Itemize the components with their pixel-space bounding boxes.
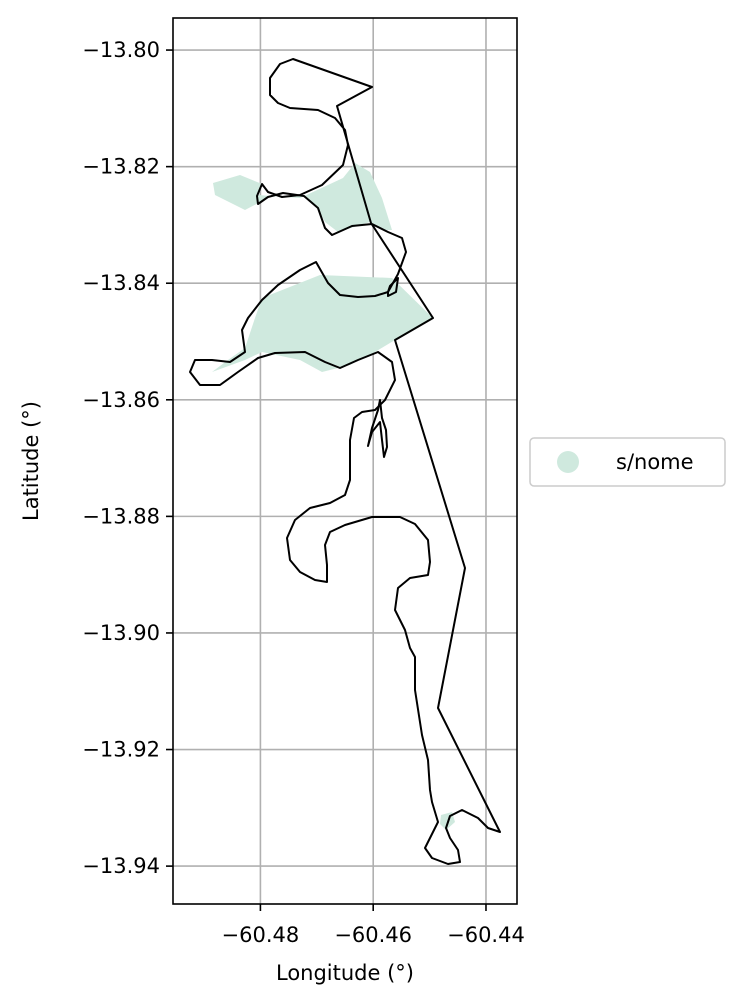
boundary-inner-notch [387,277,399,297]
shaded-area [212,163,455,830]
shaded-area-north [213,163,392,232]
y-tick-label: −13.90 [82,621,160,645]
legend-box [529,437,726,487]
boundary-spur [367,399,388,458]
x-tick-label: −60.44 [447,923,525,947]
x-axis-ticks: −60.48 −60.46 −60.44 [222,904,525,947]
legend-label: s/nome [616,450,694,474]
y-tick-label: −13.94 [82,854,160,878]
x-axis-label: Longitude (°) [276,961,414,985]
plot-frame [172,17,518,905]
boundary-outlines [189,58,501,865]
x-tick-label: −60.48 [222,923,300,947]
y-tick-label: −13.92 [82,738,160,762]
grid-lines [173,18,517,904]
legend: s/nome [529,437,726,487]
y-tick-label: −13.82 [82,155,160,179]
x-tick-label: −60.46 [334,923,412,947]
y-axis-ticks: −13.80 −13.82 −13.84 −13.86 −13.88 −13.90 −13.… [82,38,173,878]
y-tick-label: −13.84 [82,271,160,295]
boundary-main [189,58,501,865]
y-axis-label: Latitude (°) [19,401,43,521]
y-tick-label: −13.88 [82,504,160,528]
y-tick-label: −13.80 [82,38,160,62]
legend-swatch [557,451,579,473]
y-tick-label: −13.86 [82,388,160,412]
shaded-area-middle [212,275,433,372]
